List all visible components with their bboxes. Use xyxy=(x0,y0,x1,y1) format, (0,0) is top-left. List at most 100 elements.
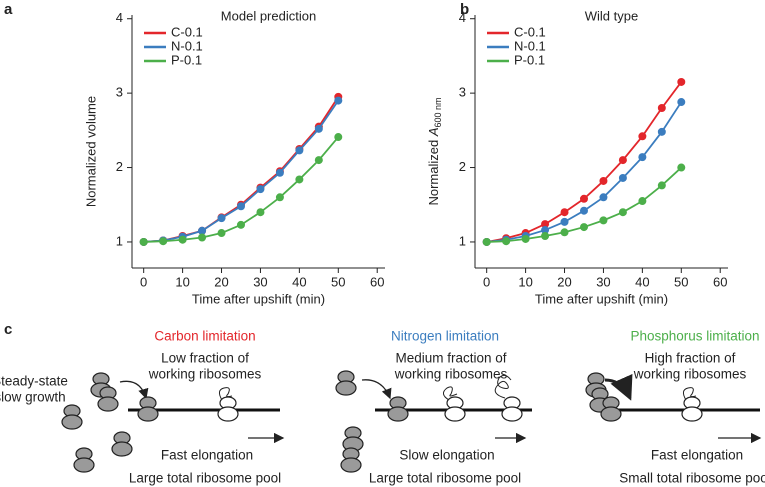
y-axis-label: Normalized A600 nm xyxy=(426,97,443,205)
data-point xyxy=(236,220,245,229)
elongation-text: Fast elongation xyxy=(651,448,743,463)
data-point xyxy=(256,185,265,194)
chart-title: Wild type xyxy=(585,8,638,23)
data-point xyxy=(560,208,569,217)
data-point xyxy=(579,194,588,203)
ribosome-large xyxy=(97,396,119,412)
fraction-text: working ribosomes xyxy=(633,367,747,382)
panel-label: c xyxy=(4,321,12,338)
fraction-text: High fraction of xyxy=(645,351,736,366)
data-point xyxy=(599,193,608,202)
data-point xyxy=(541,232,550,241)
ribosome-large xyxy=(600,406,622,422)
data-point xyxy=(560,228,569,237)
ribosome-large xyxy=(217,406,239,422)
ribosome-large xyxy=(137,406,159,422)
data-point xyxy=(256,208,265,217)
data-point xyxy=(198,233,207,242)
data-point xyxy=(599,176,608,185)
data-point xyxy=(579,206,588,215)
x-tick-label: 30 xyxy=(596,274,610,289)
column-title: Phosphorus limitation xyxy=(630,329,759,344)
data-point xyxy=(677,163,686,172)
y-axis-label: Normalized volume xyxy=(83,96,98,207)
fraction-text: Low fraction of xyxy=(161,351,249,366)
data-point xyxy=(638,197,647,206)
x-tick-label: 50 xyxy=(331,274,345,289)
y-label-symbol: A xyxy=(426,128,441,138)
data-point xyxy=(677,77,686,86)
peptide xyxy=(494,374,512,399)
binding-arrow xyxy=(119,380,149,400)
y-tick-label: 1 xyxy=(459,233,466,248)
data-point xyxy=(657,104,666,113)
data-point xyxy=(334,96,343,105)
x-tick-label: 50 xyxy=(674,274,688,289)
x-tick-label: 60 xyxy=(370,274,384,289)
data-point xyxy=(618,208,627,217)
data-point xyxy=(560,217,569,226)
binding-arrow xyxy=(604,373,633,401)
x-tick-label: 0 xyxy=(140,274,147,289)
x-tick-label: 30 xyxy=(253,274,267,289)
data-point xyxy=(599,216,608,225)
ribosome-large xyxy=(387,406,409,422)
ribosome-large xyxy=(340,457,362,473)
data-point xyxy=(198,226,207,235)
y-tick-label: 2 xyxy=(116,159,123,174)
y-label-text: Normalized xyxy=(426,136,441,205)
fraction-text: Medium fraction of xyxy=(395,351,506,366)
x-tick-label: 40 xyxy=(292,274,306,289)
series-line xyxy=(486,81,683,243)
ribosome-large xyxy=(73,457,95,473)
legend-label: P-0.1 xyxy=(171,52,202,67)
y-tick-label: 4 xyxy=(116,10,123,25)
pool-text: Small total ribosome pool xyxy=(619,471,765,486)
x-tick-label: 40 xyxy=(635,274,649,289)
state-label: slow growth xyxy=(0,390,66,405)
data-point xyxy=(217,229,226,238)
data-point xyxy=(657,181,666,190)
ribosome-large xyxy=(501,406,523,422)
panel-label: a xyxy=(4,1,13,18)
elongation-text: Fast elongation xyxy=(161,448,253,463)
data-point xyxy=(178,235,187,244)
ribosome-large xyxy=(681,406,703,422)
data-point xyxy=(657,127,666,136)
y-tick-label: 3 xyxy=(459,85,466,100)
data-point xyxy=(638,153,647,162)
series-line xyxy=(143,100,340,243)
y-label-subscript: 600 nm xyxy=(433,97,443,127)
data-point xyxy=(579,223,588,232)
data-point xyxy=(275,193,284,202)
y-tick-label: 1 xyxy=(116,233,123,248)
state-label: Steady-state xyxy=(0,374,68,389)
data-point xyxy=(482,237,491,246)
x-tick-label: 20 xyxy=(557,274,571,289)
x-axis-label: Time after upshift (min) xyxy=(192,291,325,306)
data-point xyxy=(314,124,323,133)
pool-text: Large total ribosome pool xyxy=(129,471,281,486)
legend-label: C-0.1 xyxy=(171,24,203,39)
data-point xyxy=(295,175,304,184)
x-tick-label: 20 xyxy=(214,274,228,289)
y-tick-label: 2 xyxy=(459,159,466,174)
data-point xyxy=(541,220,550,229)
x-tick-label: 10 xyxy=(175,274,189,289)
data-point xyxy=(618,173,627,182)
column-title: Nitrogen limitation xyxy=(391,329,499,344)
ribosome-large xyxy=(61,414,83,430)
x-axis-label: Time after upshift (min) xyxy=(535,291,668,306)
data-point xyxy=(159,237,168,246)
data-point xyxy=(275,168,284,177)
legend-label: N-0.1 xyxy=(171,38,203,53)
legend-label: C-0.1 xyxy=(514,24,546,39)
chart-title: Model prediction xyxy=(221,8,316,23)
column-title: Carbon limitation xyxy=(154,329,255,344)
data-point xyxy=(618,156,627,165)
peptide xyxy=(443,386,458,401)
fraction-text: working ribosomes xyxy=(394,367,508,382)
data-point xyxy=(295,146,304,155)
